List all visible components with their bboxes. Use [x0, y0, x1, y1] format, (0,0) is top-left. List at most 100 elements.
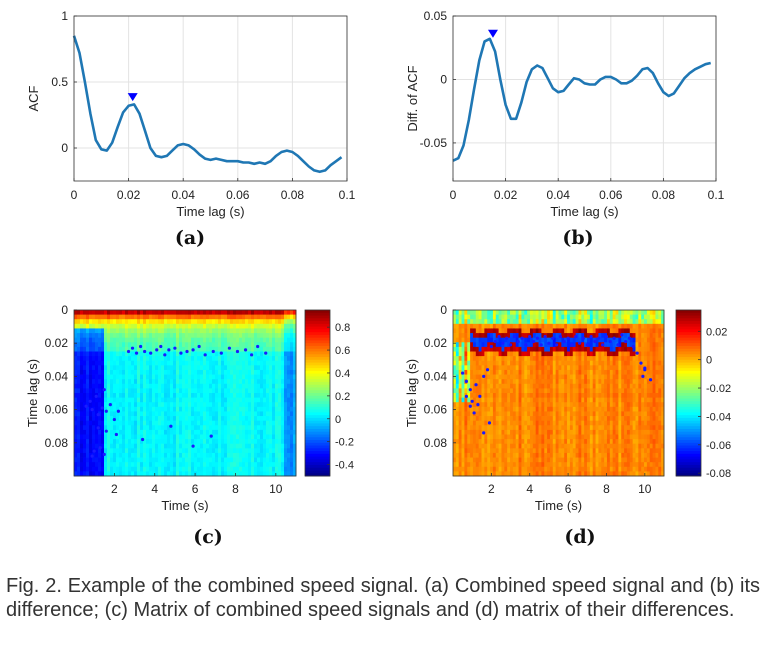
heatmap-cell: [89, 328, 93, 334]
heatmap-cell: [182, 383, 186, 389]
heatmap-cell: [541, 374, 545, 380]
heatmap-cell: [293, 323, 297, 329]
heatmap-cell: [569, 374, 574, 380]
heatmap-cell: [547, 388, 551, 394]
heatmap-cell: [188, 406, 192, 412]
heatmap-cell: [230, 314, 234, 320]
heatmap-cell: [535, 425, 539, 431]
heatmap-cell: [215, 429, 219, 435]
heatmap-cell: [458, 393, 462, 399]
heatmap-cell: [498, 314, 502, 320]
heatmap-cell: [532, 333, 537, 339]
heatmap-cell: [464, 466, 468, 472]
heatmap-cell: [152, 429, 156, 435]
heatmap-cell: [218, 319, 222, 325]
heatmap-cell: [598, 323, 602, 329]
heatmap-cell: [149, 429, 153, 435]
heatmap-cell: [92, 314, 96, 320]
heatmap-cell: [263, 452, 267, 458]
heatmap-cell: [492, 328, 497, 334]
heatmap-cell: [569, 448, 574, 454]
heatmap-cell: [182, 333, 186, 339]
heatmap-cell: [595, 388, 599, 394]
heatmap-cell: [558, 314, 562, 320]
heatmap-cell: [212, 310, 216, 316]
heatmap-cell: [524, 448, 528, 454]
heatmap-cell: [119, 310, 123, 316]
heatmap-cell: [173, 406, 177, 412]
heatmap-cell: [83, 471, 87, 477]
heatmap-cell: [164, 393, 168, 399]
heatmap-cell: [128, 452, 132, 458]
heatmap-cell: [604, 319, 608, 325]
heatmap-cell: [609, 374, 614, 380]
heatmap-cell: [131, 443, 135, 449]
heatmap-cell: [592, 310, 596, 316]
heatmap-cell: [194, 351, 198, 357]
heatmap-cell: [615, 310, 619, 316]
heatmap-cell: [592, 434, 596, 440]
heatmap-cell: [146, 379, 150, 385]
heatmap-cell: [236, 457, 240, 463]
heatmap-cell: [113, 462, 117, 468]
heatmap-cell: [176, 310, 180, 316]
heatmap-cell: [176, 462, 180, 468]
heatmap-cell: [587, 328, 591, 334]
heatmap-cell: [498, 393, 502, 399]
colorbar-swatch: [305, 423, 330, 427]
heatmap-cell: [113, 323, 117, 329]
heatmap-cell: [592, 452, 596, 458]
heatmap-cell: [176, 351, 180, 357]
heatmap-cell: [83, 462, 87, 468]
heatmap-cell: [470, 365, 474, 371]
heatmap-cell: [188, 452, 192, 458]
heatmap-cell: [575, 379, 579, 385]
heatmap-cell: [173, 323, 177, 329]
heatmap-cell: [203, 420, 207, 426]
heatmap-cell: [290, 420, 294, 426]
heatmap-cell: [535, 434, 539, 440]
series-line: [72, 35, 343, 174]
heatmap-cell: [164, 379, 168, 385]
y-tick-label: 0.04: [45, 369, 69, 383]
heatmap-cell: [541, 439, 545, 445]
heatmap-cell: [146, 402, 150, 408]
heatmap-cell: [143, 462, 147, 468]
heatmap-cell: [83, 388, 87, 394]
heatmap-cell: [495, 466, 500, 472]
heatmap-cell: [197, 452, 201, 458]
heatmap-cell: [524, 434, 528, 440]
heatmap-cell: [558, 360, 562, 366]
heatmap-cell: [179, 420, 183, 426]
heatmap-cell: [578, 452, 582, 458]
heatmap-cell: [501, 429, 505, 435]
heatmap-cell: [125, 462, 129, 468]
heatmap-cell: [518, 337, 522, 343]
heatmap-cell: [86, 374, 90, 380]
heatmap-cell: [287, 374, 291, 380]
heatmap-cell: [592, 462, 596, 468]
heatmap-cell: [128, 356, 132, 362]
heatmap-cell: [254, 333, 258, 339]
heatmap-cell: [535, 388, 539, 394]
heatmap-cell: [203, 448, 207, 454]
heatmap-cell: [101, 439, 105, 445]
heatmap-cell: [549, 420, 554, 426]
heatmap-cell: [501, 471, 505, 477]
heatmap-cell: [544, 462, 548, 468]
heatmap-cell: [80, 471, 84, 477]
heatmap-cell: [484, 420, 488, 426]
heatmap-cell: [507, 452, 511, 458]
heatmap-cell: [167, 420, 171, 426]
heatmap-cell: [146, 434, 150, 440]
heatmap-cell: [564, 425, 568, 431]
heatmap-cell: [538, 397, 542, 403]
heatmap-cell: [549, 379, 554, 385]
heatmap-cell: [158, 383, 162, 389]
heatmap-cell: [107, 452, 111, 458]
heatmap-cell: [221, 466, 225, 472]
heatmap-cell: [164, 356, 168, 362]
axes-box: [73, 15, 348, 182]
heatmap-cell: [212, 457, 216, 463]
heatmap-cell: [535, 393, 539, 399]
